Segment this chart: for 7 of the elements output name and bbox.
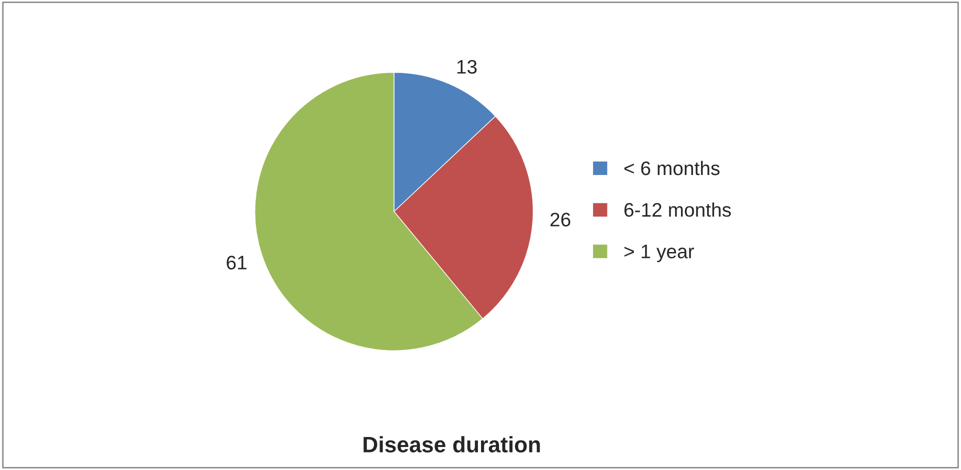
data-label: 61	[226, 256, 246, 270]
data-label: 13	[457, 60, 477, 74]
legend-label: < 6 months	[624, 160, 720, 176]
data-label: 26	[550, 212, 570, 227]
legend-label: > 1 year	[624, 244, 694, 262]
legend-label: 6-12 months	[624, 202, 731, 217]
text: Disease duration	[364, 436, 540, 452]
